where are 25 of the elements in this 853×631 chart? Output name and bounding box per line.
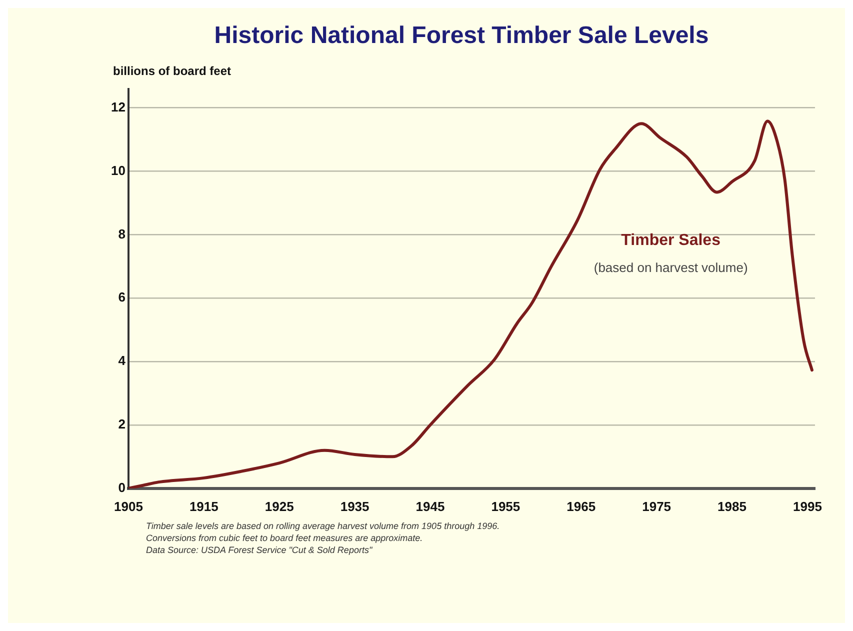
x-tick-label: 1935 xyxy=(340,498,370,514)
x-tick-label: 1915 xyxy=(189,498,218,514)
y-tick-label: 6 xyxy=(118,290,126,305)
text: Timber Sales xyxy=(621,232,721,250)
chart-title: Historic National Forest Timber Sale Levels xyxy=(213,22,710,50)
x-tick-label: 1925 xyxy=(264,498,294,514)
x-tick-label: 1945 xyxy=(416,498,445,514)
text: Conversions from cubic feet to board feet measures are approximate. xyxy=(146,532,424,544)
y-axis-title: billions of board feet xyxy=(113,64,232,78)
x-tick-label: 1965 xyxy=(566,498,596,514)
x-tick-label: 1905 xyxy=(114,498,143,514)
y-tick-label: 0 xyxy=(118,480,126,495)
y-tick-label: 2 xyxy=(118,416,126,432)
y-tick-label: 10 xyxy=(110,162,126,178)
annotation: (based on harvest volume) xyxy=(594,260,748,276)
source-note: Data Source: USDA Forest Service "Cut & Sold Reports" xyxy=(146,544,374,556)
x-tick-label: 1995 xyxy=(792,498,822,514)
y-tick-label: 8 xyxy=(118,226,126,242)
y-tick-label: 12 xyxy=(110,99,126,114)
x-tick-label: 1985 xyxy=(718,498,746,514)
x-tick-label: 1955 xyxy=(491,498,520,514)
line-series xyxy=(128,120,814,488)
x-tick-label: 1975 xyxy=(642,498,672,514)
text: Timber sale levels are based on rolling average harvest volume from 1905 through 1996. xyxy=(146,520,501,532)
y-tick-label: 4 xyxy=(118,353,126,368)
